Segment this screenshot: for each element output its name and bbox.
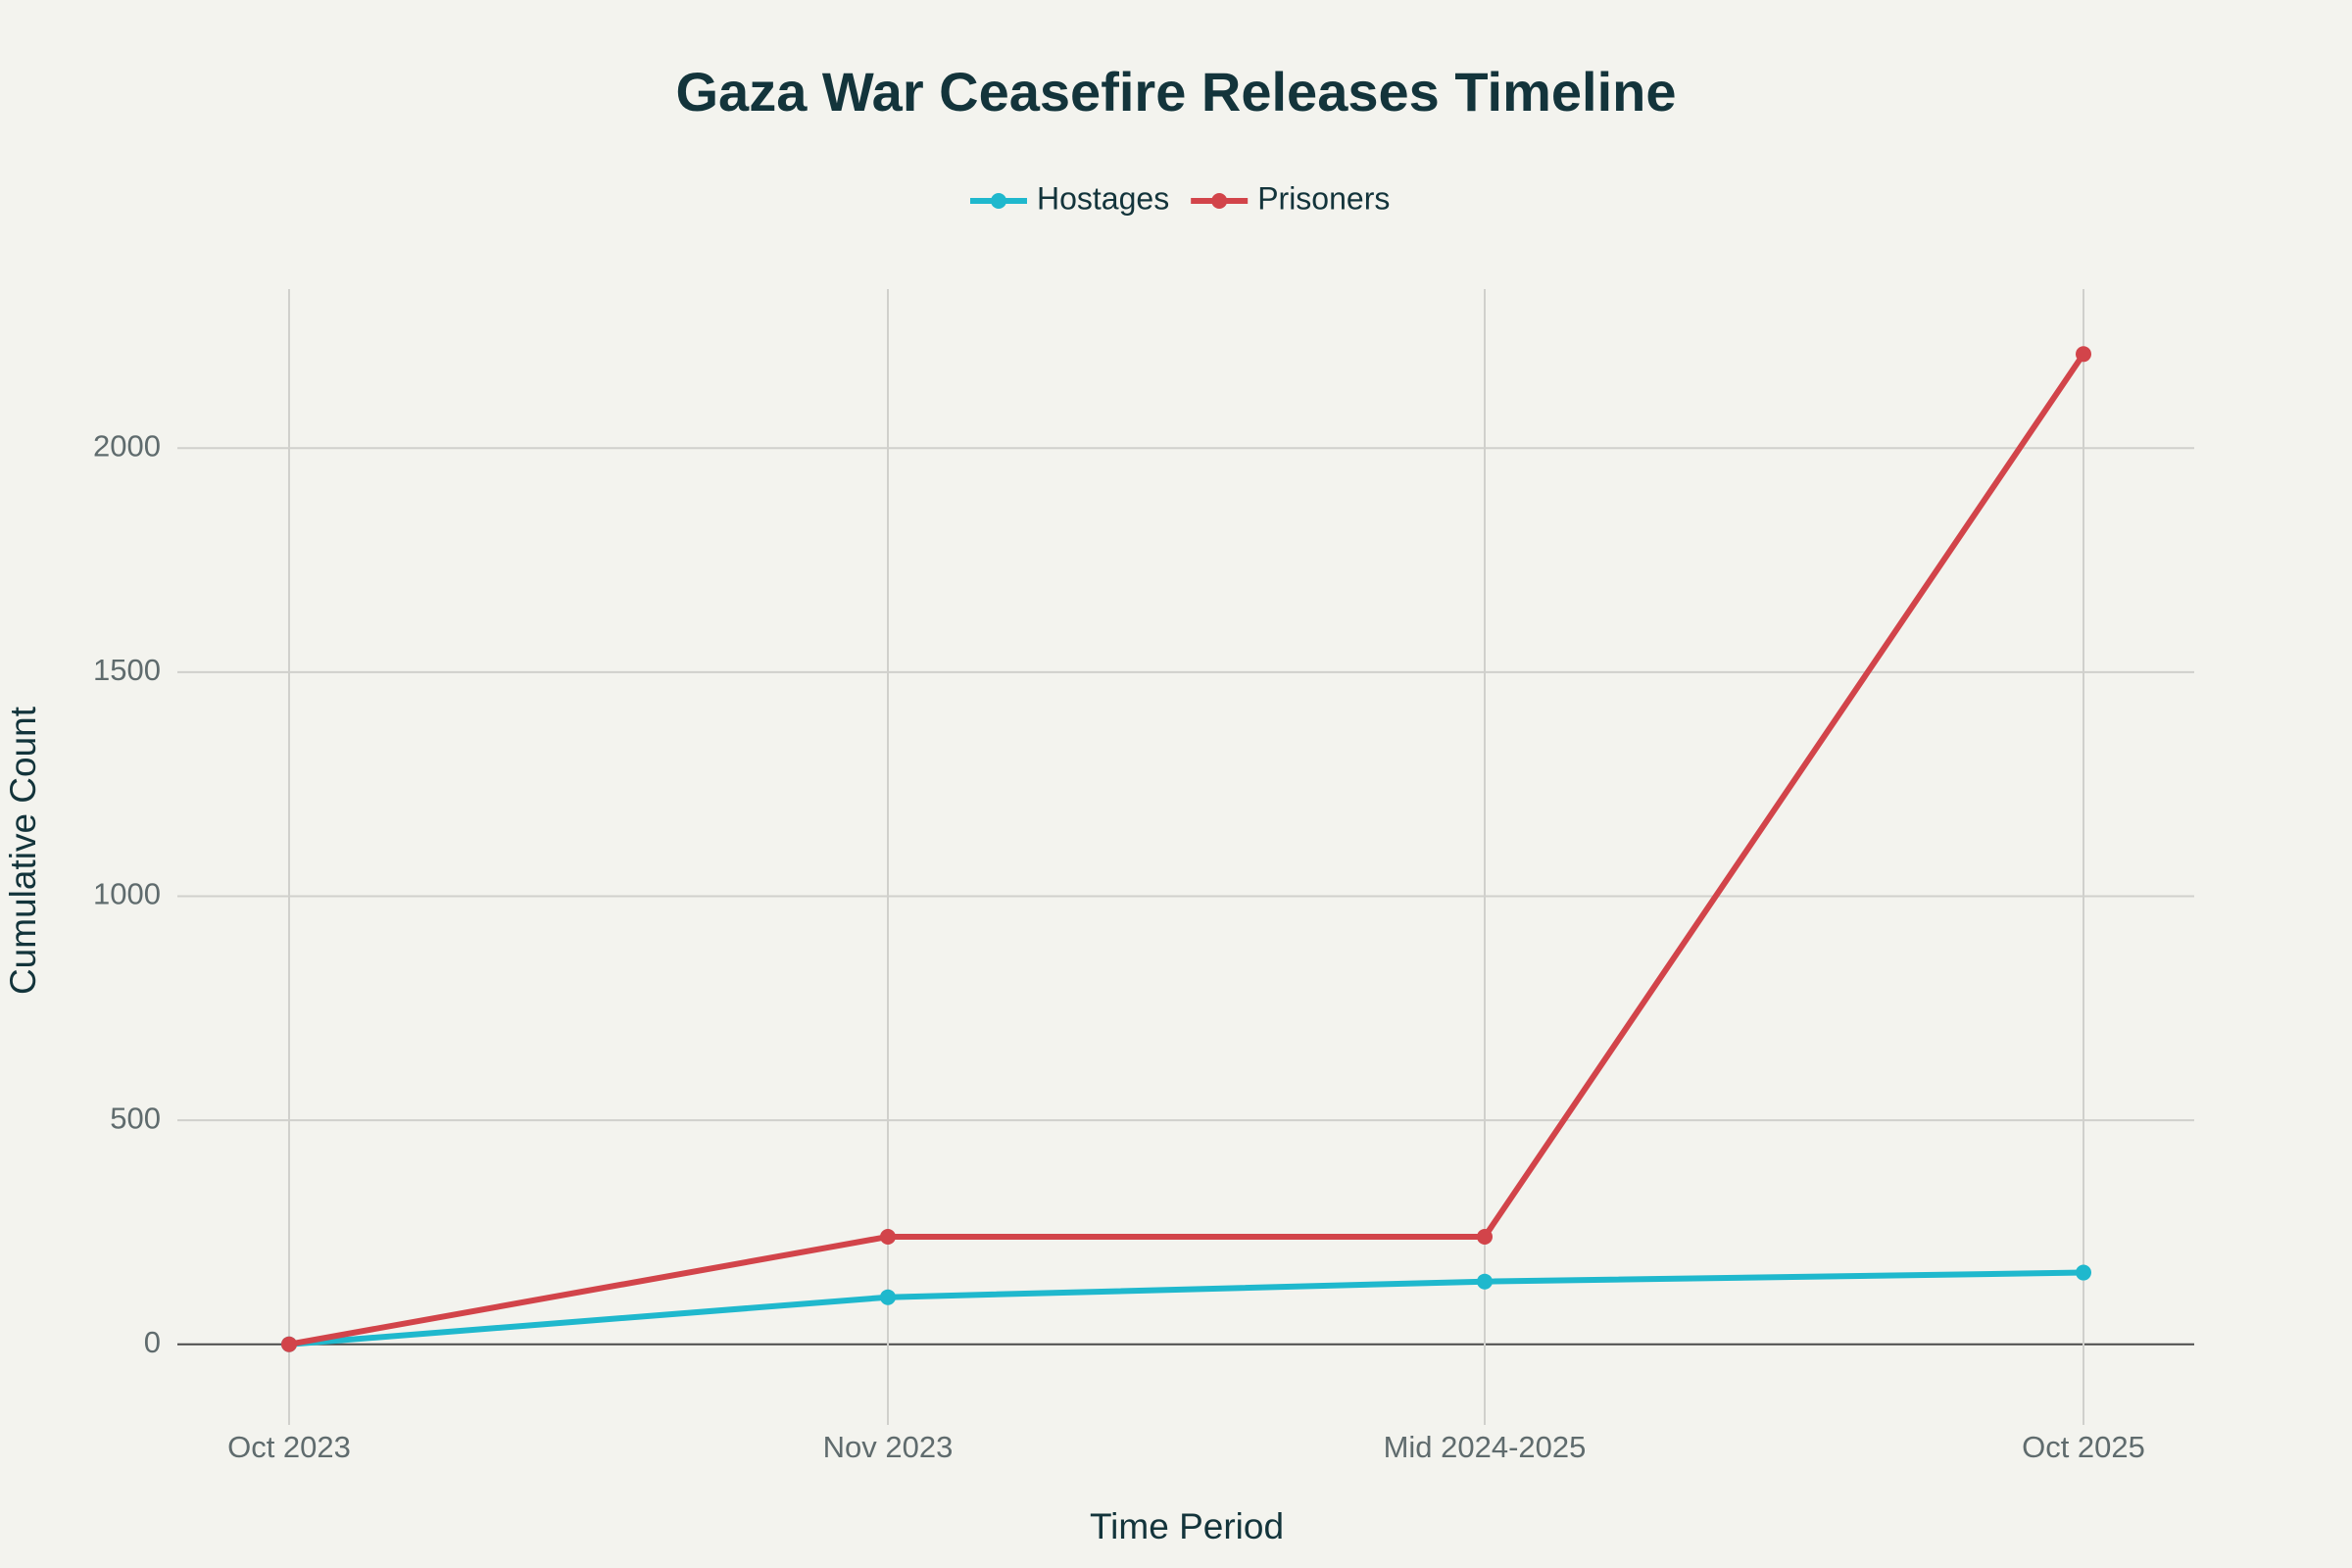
data-point	[281, 1336, 297, 1352]
data-point	[1477, 1273, 1493, 1290]
legend-marker[interactable]	[991, 193, 1006, 209]
data-point	[2076, 1264, 2091, 1281]
y-tick-label: 0	[144, 1325, 161, 1359]
y-tick-label: 500	[110, 1101, 161, 1135]
data-point	[880, 1289, 896, 1305]
y-tick-label: 2000	[93, 428, 161, 463]
chart-title: Gaza War Ceasefire Releases Timeline	[676, 61, 1677, 122]
x-tick-label: Mid 2024-2025	[1384, 1430, 1587, 1464]
data-point	[1477, 1228, 1493, 1245]
y-tick-label: 1500	[93, 653, 161, 687]
series-line	[288, 1269, 2084, 1348]
data-point	[880, 1228, 896, 1245]
data-point	[2076, 346, 2091, 363]
y-axis-title: Cumulative Count	[3, 706, 43, 995]
x-axis-title: Time Period	[1090, 1506, 1284, 1546]
legend-label[interactable]: Prisoners	[1257, 180, 1390, 216]
series-line	[288, 352, 2086, 1348]
x-tick-label: Oct 2025	[2022, 1430, 2145, 1464]
legend-marker[interactable]	[1211, 193, 1228, 209]
y-tick-label: 1000	[93, 877, 161, 911]
x-tick-label: Nov 2023	[823, 1430, 954, 1464]
x-tick-label: Oct 2023	[227, 1430, 351, 1464]
legend-label[interactable]: Hostages	[1037, 180, 1169, 216]
